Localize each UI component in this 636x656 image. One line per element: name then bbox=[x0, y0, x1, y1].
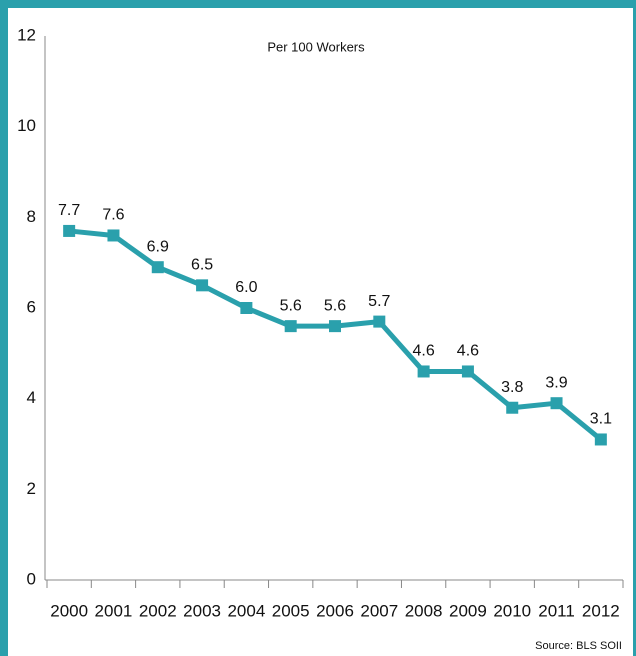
marker bbox=[506, 401, 519, 414]
y-tick-label: 12 bbox=[17, 25, 36, 44]
y-tick-label: 8 bbox=[27, 207, 36, 226]
data-label: 5.7 bbox=[368, 293, 390, 310]
marker bbox=[329, 320, 341, 333]
x-tick-label: 2009 bbox=[449, 601, 487, 620]
x-tick-label: 2011 bbox=[538, 601, 575, 620]
x-tick-label: 2000 bbox=[50, 601, 88, 620]
frame-right bbox=[633, 0, 636, 656]
data-label: 6.5 bbox=[191, 257, 213, 274]
x-tick-label: 2010 bbox=[493, 601, 531, 620]
frame-left bbox=[0, 0, 8, 656]
x-tick-label: 2002 bbox=[139, 601, 177, 620]
y-tick-label: 2 bbox=[27, 479, 36, 498]
x-tick-label: 2001 bbox=[95, 601, 133, 620]
frame-top bbox=[0, 0, 636, 8]
marker bbox=[196, 279, 209, 292]
x-tick-label: 2008 bbox=[405, 601, 443, 620]
marker bbox=[550, 397, 563, 410]
marker bbox=[63, 224, 76, 237]
x-tick-label: 2003 bbox=[183, 601, 221, 620]
y-tick-label: 10 bbox=[17, 116, 36, 135]
marker bbox=[417, 365, 430, 378]
data-label: 5.6 bbox=[280, 297, 302, 314]
marker bbox=[373, 315, 386, 328]
marker bbox=[240, 302, 253, 314]
marker bbox=[151, 261, 164, 274]
data-label: 3.8 bbox=[501, 379, 523, 396]
marker bbox=[461, 365, 474, 378]
y-tick-label: 0 bbox=[27, 569, 36, 588]
x-tick-label: 2004 bbox=[227, 601, 265, 620]
source-note: Source: BLS SOII bbox=[535, 640, 622, 652]
x-tick-label: 2006 bbox=[316, 601, 354, 620]
data-label: 5.6 bbox=[324, 297, 346, 314]
x-tick-label: 2007 bbox=[360, 601, 398, 620]
x-tick-label: 2005 bbox=[272, 601, 310, 620]
x-tick-label: 2012 bbox=[582, 601, 620, 620]
marker bbox=[107, 229, 120, 242]
data-label: 4.6 bbox=[412, 343, 434, 360]
data-label: 6.9 bbox=[147, 238, 169, 255]
series-line bbox=[68, 228, 603, 442]
data-label: 3.9 bbox=[545, 374, 567, 391]
y-tick-label: 4 bbox=[27, 388, 36, 407]
data-label: 7.6 bbox=[102, 207, 124, 224]
data-label: 7.7 bbox=[58, 202, 80, 219]
marker bbox=[284, 320, 297, 333]
data-label: 6.0 bbox=[235, 279, 257, 296]
marker bbox=[594, 433, 607, 446]
data-label: 3.1 bbox=[590, 411, 612, 428]
chart-title: Per 100 Workers bbox=[267, 39, 365, 54]
y-tick-label: 6 bbox=[27, 297, 36, 316]
data-label: 4.6 bbox=[457, 343, 479, 360]
